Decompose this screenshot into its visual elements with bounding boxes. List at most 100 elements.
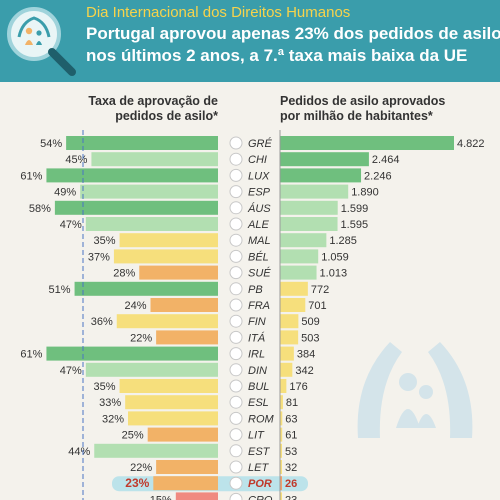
country-code-label: BUL xyxy=(248,381,269,393)
left-bar xyxy=(128,411,218,426)
right-bar xyxy=(280,281,308,296)
right-value-label: 1.890 xyxy=(351,187,379,199)
left-value-label: 44% xyxy=(68,446,90,458)
right-chart-title: Pedidos de asilo aprovados por milhão de… xyxy=(280,94,445,124)
right-bar xyxy=(280,298,306,312)
right-bar xyxy=(280,249,319,264)
right-value-label: 384 xyxy=(297,349,315,361)
country-flag-icon xyxy=(229,395,243,409)
country-code-label: FIN xyxy=(248,316,266,328)
country-flag-icon xyxy=(229,233,243,247)
left-value-label: 28% xyxy=(113,268,135,280)
left-bar xyxy=(85,362,218,377)
right-bar xyxy=(280,346,294,361)
country-code-label: ROM xyxy=(248,413,275,425)
right-bar xyxy=(280,168,362,183)
left-value-label: 47% xyxy=(60,219,82,231)
country-flag-icon xyxy=(229,444,243,458)
country-flag-icon xyxy=(229,168,243,182)
country-flag-icon xyxy=(229,282,243,296)
country-code-label: GRÉ xyxy=(248,137,273,150)
left-value-label: 54% xyxy=(40,138,62,150)
right-value-label: 1.059 xyxy=(321,251,349,263)
left-bar xyxy=(113,249,218,264)
right-bar xyxy=(280,476,282,491)
country-code-label: BÉL xyxy=(248,250,269,263)
left-bar xyxy=(156,460,218,474)
right-bar xyxy=(280,379,287,393)
left-bar xyxy=(66,136,218,150)
left-bar xyxy=(80,184,218,199)
country-code-label: PB xyxy=(248,284,263,296)
country-flag-icon xyxy=(229,460,243,474)
right-value-label: 1.599 xyxy=(341,203,369,215)
human-rights-magnifier-logo xyxy=(7,7,76,76)
country-flag-icon xyxy=(229,492,243,500)
country-code-label: LUX xyxy=(248,170,270,182)
left-bar xyxy=(156,330,218,345)
country-code-label: LET xyxy=(248,462,269,474)
country-flag-icon xyxy=(229,249,243,263)
country-flag-icon xyxy=(229,476,243,490)
left-bar xyxy=(150,298,218,312)
left-bar xyxy=(125,395,218,410)
country-flag-icon xyxy=(229,363,243,377)
country-code-label: LIT xyxy=(248,430,265,442)
country-code-label: ALE xyxy=(247,219,269,231)
right-value-label: 1.285 xyxy=(329,235,357,247)
left-value-label: 45% xyxy=(65,154,87,166)
right-bar xyxy=(280,427,283,442)
right-value-label: 2.464 xyxy=(372,154,400,166)
country-flag-icon xyxy=(229,298,243,312)
right-value-label: 1.013 xyxy=(320,268,348,280)
left-bar xyxy=(54,200,218,215)
right-bar xyxy=(280,330,299,345)
country-code-label: CRO xyxy=(248,494,273,500)
left-value-label: 37% xyxy=(88,251,110,263)
right-bar xyxy=(280,217,338,231)
country-flag-icon xyxy=(229,314,243,328)
right-value-label: 701 xyxy=(308,300,326,312)
left-value-label: 22% xyxy=(130,332,152,344)
right-value-label: 63 xyxy=(285,413,297,425)
right-bar xyxy=(280,265,317,280)
right-chart-title-line1: Pedidos de asilo aprovados xyxy=(280,94,446,108)
left-bar xyxy=(153,476,218,491)
left-bar xyxy=(46,168,218,183)
country-code-label: SUÉ xyxy=(248,267,271,280)
kicker-text: Dia Internacional dos Direitos Humanos xyxy=(86,4,351,21)
country-code-label: EST xyxy=(248,446,271,458)
left-bar xyxy=(46,346,218,361)
right-bar xyxy=(280,411,283,426)
right-value-label: 509 xyxy=(301,316,319,328)
left-value-label: 47% xyxy=(60,365,82,377)
country-code-label: ESP xyxy=(248,187,271,199)
right-value-label: 53 xyxy=(285,446,297,458)
left-bar xyxy=(91,152,218,167)
right-value-label: 32 xyxy=(285,462,297,474)
left-bar xyxy=(139,265,218,280)
headline-line-2: nos últimos 2 anos, a 7.ª taxa mais baix… xyxy=(86,46,468,65)
country-flag-icon xyxy=(229,428,243,442)
right-bar xyxy=(280,314,299,329)
country-code-label: ESL xyxy=(248,397,269,409)
right-bar xyxy=(280,395,283,410)
right-bar xyxy=(280,233,327,248)
left-bar xyxy=(147,427,218,442)
left-value-label: 25% xyxy=(122,430,144,442)
left-bar xyxy=(119,379,218,393)
left-value-label: 32% xyxy=(102,413,124,425)
left-bar xyxy=(74,281,218,296)
right-bar xyxy=(280,362,293,377)
country-flag-icon xyxy=(229,379,243,393)
right-bar xyxy=(280,443,282,458)
left-chart-title-line1: Taxa de aprovação de xyxy=(88,94,218,108)
right-bar xyxy=(280,200,338,215)
left-value-label: 61% xyxy=(20,170,42,182)
country-flag-icon xyxy=(229,330,243,344)
right-value-label: 342 xyxy=(295,365,313,377)
country-flag-icon xyxy=(229,347,243,361)
right-value-label: 2.246 xyxy=(364,170,392,182)
header-banner xyxy=(0,0,500,82)
